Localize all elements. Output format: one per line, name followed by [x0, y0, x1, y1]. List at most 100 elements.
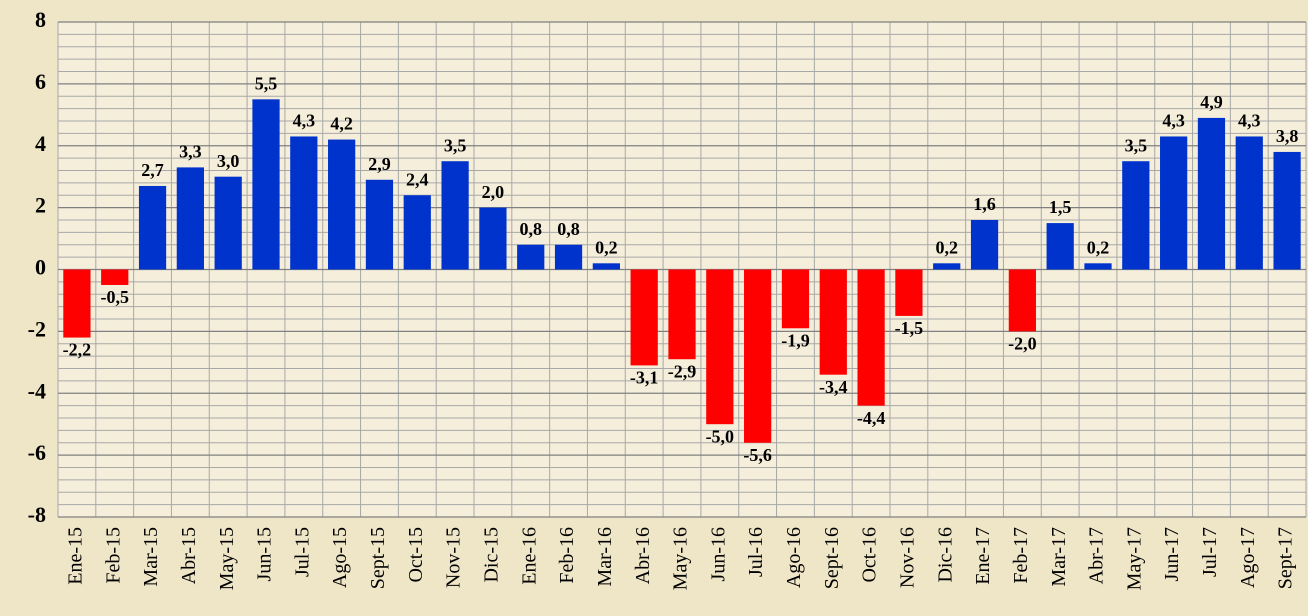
x-tick-label: Ago-16 — [783, 527, 805, 588]
value-label: 1,5 — [1049, 197, 1072, 217]
bar — [1046, 223, 1074, 270]
bar — [328, 139, 356, 270]
y-tick-label: -2 — [28, 316, 46, 341]
x-tick-label: Ene-17 — [972, 527, 994, 585]
value-label: 0,2 — [935, 237, 958, 257]
y-tick-label: -8 — [28, 502, 46, 527]
value-label: -1,5 — [895, 318, 924, 338]
value-label: -3,1 — [630, 368, 659, 388]
bar — [1235, 136, 1263, 270]
y-tick-label: 4 — [35, 131, 46, 156]
value-label: -4,4 — [857, 408, 886, 428]
value-label: 3,8 — [1276, 126, 1299, 146]
y-tick-label: 8 — [35, 7, 46, 32]
bar — [744, 269, 772, 443]
value-label: 0,2 — [595, 237, 618, 257]
bar — [1084, 263, 1112, 270]
x-tick-label: Ene-16 — [518, 527, 540, 585]
x-tick-label: Ago-15 — [329, 527, 351, 588]
value-label: 4,3 — [1238, 111, 1261, 131]
value-label: -5,0 — [706, 426, 735, 446]
bar — [706, 269, 734, 425]
x-tick-label: Oct-15 — [405, 527, 427, 583]
value-label: 0,2 — [1087, 237, 1110, 257]
value-label: 4,3 — [1162, 111, 1185, 131]
value-label: 2,4 — [406, 169, 429, 189]
bar — [290, 136, 318, 270]
bar — [1160, 136, 1188, 270]
value-label: -5,6 — [743, 445, 772, 465]
x-tick-label: Jul-17 — [1199, 527, 1221, 577]
x-tick-label: Jul-16 — [745, 527, 767, 577]
x-tick-label: May-16 — [670, 527, 692, 590]
x-tick-label: Feb-15 — [102, 527, 124, 584]
x-tick-label: Jun-17 — [1161, 527, 1183, 581]
value-label: 2,0 — [482, 182, 505, 202]
x-tick-label: Mar-17 — [1048, 527, 1070, 587]
bar — [781, 269, 810, 329]
value-label: 3,3 — [179, 142, 202, 162]
bar — [365, 179, 394, 270]
bar — [441, 161, 469, 270]
y-tick-label: -4 — [28, 378, 46, 403]
bar — [101, 269, 129, 285]
bar — [668, 269, 696, 360]
bar — [1197, 117, 1226, 270]
bar — [630, 269, 658, 366]
x-tick-label: Abr-16 — [632, 527, 654, 584]
x-tick-label: Mar-15 — [140, 527, 162, 587]
x-tick-label: Dic-15 — [481, 527, 503, 583]
value-label: 1,6 — [973, 194, 996, 214]
bar — [479, 207, 507, 270]
x-tick-label: Feb-17 — [1010, 527, 1032, 584]
y-tick-label: 0 — [35, 255, 46, 280]
value-label: -2,2 — [63, 340, 92, 360]
x-tick-label: Abr-15 — [178, 527, 200, 584]
x-tick-label: Jun-16 — [707, 527, 729, 581]
x-tick-label: Dic-16 — [934, 527, 956, 583]
value-label: 0,8 — [519, 219, 542, 239]
value-label: -3,4 — [819, 377, 848, 397]
bar — [819, 269, 847, 375]
bar — [176, 167, 204, 270]
value-label: 3,0 — [217, 151, 240, 171]
x-tick-label: Sept-17 — [1275, 527, 1297, 589]
bar — [214, 176, 242, 270]
x-tick-label: May-15 — [216, 527, 238, 590]
bar — [403, 195, 431, 270]
value-label: 0,8 — [557, 219, 580, 239]
value-label: 2,7 — [141, 160, 164, 180]
x-tick-label: May-17 — [1123, 527, 1145, 590]
y-tick-label: 6 — [35, 69, 46, 94]
x-tick-label: Abr-17 — [1086, 527, 1108, 584]
x-tick-label: Jun-15 — [254, 527, 276, 581]
bar — [554, 244, 583, 270]
bar — [933, 263, 961, 270]
x-tick-label: Ago-17 — [1237, 527, 1259, 588]
value-label: 3,5 — [444, 135, 467, 155]
x-tick-label: Sept-16 — [821, 527, 843, 589]
bar — [1122, 161, 1150, 270]
x-tick-label: Oct-16 — [859, 527, 881, 583]
bar — [1273, 151, 1301, 270]
bar — [857, 269, 885, 406]
x-tick-label: Ene-15 — [65, 527, 87, 585]
bar — [895, 269, 923, 316]
value-label: 4,3 — [293, 111, 316, 131]
value-label: 2,9 — [368, 154, 391, 174]
x-tick-label: Sept-15 — [367, 527, 389, 589]
value-label: 3,5 — [1125, 135, 1148, 155]
value-label: -2,9 — [668, 361, 697, 381]
value-label: 4,9 — [1200, 92, 1223, 112]
bar — [252, 99, 280, 270]
x-tick-label: Mar-16 — [594, 527, 616, 587]
y-tick-label: -6 — [28, 440, 46, 465]
bar — [1008, 269, 1036, 332]
bar — [517, 244, 545, 270]
bar — [970, 220, 999, 270]
value-label: -2,0 — [1008, 334, 1037, 354]
x-tick-label: Nov-16 — [897, 527, 919, 588]
value-label: -1,9 — [781, 330, 810, 350]
value-label: -0,5 — [100, 287, 129, 307]
